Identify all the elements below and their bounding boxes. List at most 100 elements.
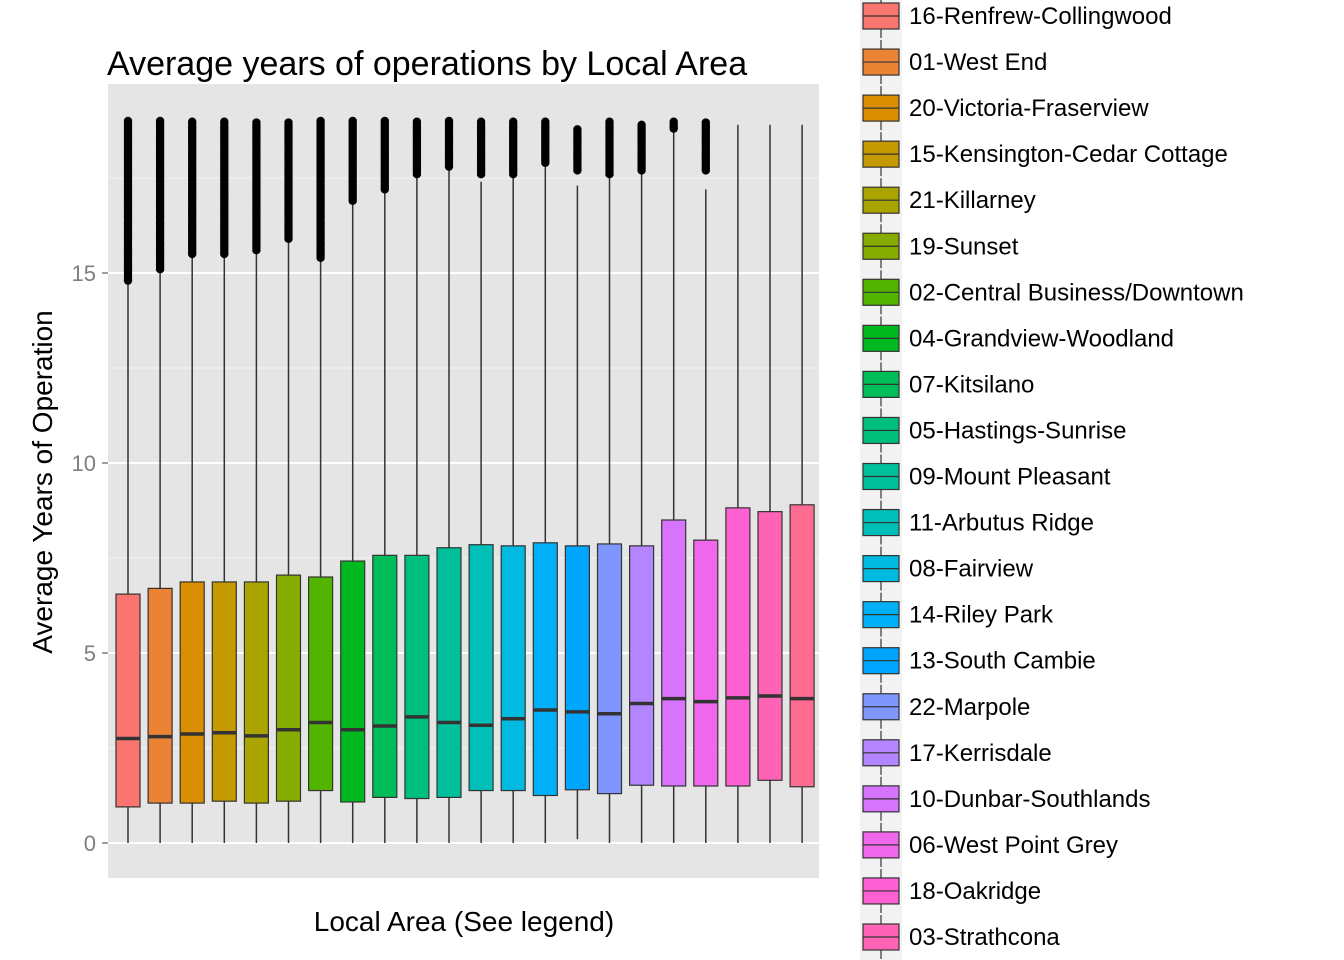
legend-item: 18-Oakridge (860, 867, 1041, 914)
legend-item: 16-Renfrew-Collingwood (860, 0, 1172, 40)
box-group (693, 118, 719, 843)
legend-label: 18-Oakridge (909, 878, 1041, 905)
box-group (725, 124, 751, 843)
legend-item: 15-Kensington-Cedar Cottage (860, 131, 1228, 178)
legend-label: 02-Central Business/Downtown (909, 279, 1244, 306)
box-iqr (596, 543, 623, 795)
outlier-point (605, 117, 614, 126)
chart-title: Average years of operations by Local Are… (107, 45, 747, 83)
legend-item: 04-Grandview-Woodland (860, 315, 1174, 362)
outlier-points (123, 116, 133, 285)
legend-label: 13-South Cambie (909, 648, 1096, 675)
y-tick-label: 10 (72, 451, 96, 476)
legend-label: 19-Sunset (909, 233, 1019, 260)
outlier-point (412, 117, 422, 126)
outlier-points (348, 116, 357, 205)
legend-item: 06-West Point Grey (860, 821, 1118, 868)
legend-label: 10-Dunbar-Southlands (909, 786, 1151, 813)
box-group (436, 116, 462, 843)
box-iqr (757, 511, 783, 781)
box-iqr (468, 544, 494, 792)
box-iqr (115, 593, 141, 808)
legend-item: 07-Kitsilano (860, 361, 1034, 408)
box-group (115, 116, 141, 843)
outlier-points (476, 117, 486, 179)
outlier-points (380, 116, 389, 194)
outlier-point (380, 116, 389, 126)
legend-item: 19-Sunset (860, 223, 1019, 270)
outlier-point (669, 117, 678, 126)
legend-label: 17-Kerrisdale (909, 740, 1052, 767)
legend-item: 11-Arbutus Ridge (860, 499, 1094, 546)
x-axis-title: Local Area (See legend) (314, 906, 614, 937)
legend-item: 05-Hastings-Sunrise (860, 407, 1126, 454)
box-group (308, 116, 334, 843)
outlier-point (444, 116, 454, 126)
box-iqr (725, 507, 751, 787)
box-group (500, 117, 526, 843)
box-group (147, 116, 173, 843)
outlier-points (252, 118, 261, 255)
outlier-points (701, 118, 710, 175)
outlier-point (637, 120, 646, 129)
legend-label: 15-Kensington-Cedar Cottage (909, 141, 1228, 168)
y-tick-label: 0 (84, 831, 96, 856)
legend-label: 01-West End (909, 49, 1047, 76)
legend-label: 20-Victoria-Fraserview (909, 95, 1149, 122)
box-iqr (628, 545, 655, 786)
outlier-point (701, 118, 710, 127)
box-group (340, 116, 366, 843)
box-group (757, 124, 783, 843)
y-axis: 0 5 10 15 (72, 261, 108, 856)
outlier-points (573, 125, 582, 175)
outlier-point (573, 125, 582, 134)
outlier-point (284, 118, 293, 127)
outlier-point (188, 117, 197, 126)
box-iqr (436, 547, 462, 798)
outlier-point (348, 116, 357, 126)
outlier-points (412, 117, 422, 179)
legend-item: 09-Mount Pleasant (860, 453, 1111, 500)
legend-item: 03-Strathcona (860, 914, 1060, 960)
box-group (468, 117, 494, 843)
legend-label: 11-Arbutus Ridge (909, 510, 1094, 537)
y-tick-label: 15 (72, 261, 96, 286)
legend-label: 06-West Point Grey (909, 832, 1118, 859)
outlier-point (316, 116, 325, 126)
legend-label: 21-Killarney (909, 187, 1036, 214)
y-axis-title: Average Years of Operation (27, 310, 58, 654)
legend-item: 14-Riley Park (860, 591, 1054, 638)
legend-item: 17-Kerrisdale (860, 729, 1052, 776)
legend-label: 03-Strathcona (909, 924, 1060, 951)
box-iqr (789, 504, 815, 788)
outlier-points (637, 120, 646, 175)
legend-item: 02-Central Business/Downtown (860, 269, 1244, 316)
outlier-points (605, 117, 614, 179)
box-iqr (275, 574, 302, 802)
box-group (532, 117, 558, 843)
box-group (628, 120, 655, 843)
outlier-points (188, 117, 197, 259)
box-group (789, 124, 815, 843)
box-iqr (564, 545, 591, 791)
outlier-points (220, 117, 229, 259)
box-group (275, 118, 302, 843)
box-iqr (179, 581, 205, 804)
outlier-point (252, 118, 261, 127)
legend-label: 22-Marpole (909, 694, 1030, 721)
outlier-points (541, 117, 550, 167)
box-group (564, 125, 591, 840)
outlier-points (669, 117, 678, 133)
outlier-points (316, 116, 325, 262)
legend-label: 09-Mount Pleasant (909, 464, 1111, 491)
y-tick-label: 5 (84, 641, 96, 666)
legend: 16-Renfrew-Collingwood 01-West End 20-Vict… (860, 0, 1244, 960)
legend-item: 10-Dunbar-Southlands (860, 775, 1151, 822)
box-iqr (404, 554, 430, 800)
outlier-point (476, 117, 486, 126)
legend-label: 14-Riley Park (909, 602, 1054, 629)
box-group (372, 116, 398, 843)
outlier-point (541, 117, 550, 126)
box-iqr (340, 560, 366, 803)
